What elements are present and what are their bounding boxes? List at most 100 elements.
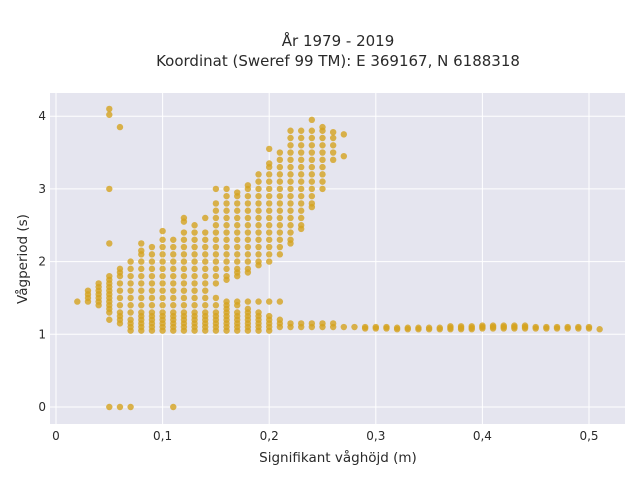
data-point (212, 265, 220, 273)
data-point (308, 178, 316, 185)
data-point (223, 214, 230, 222)
data-point (511, 322, 518, 329)
data-point (202, 265, 209, 273)
data-point (234, 258, 241, 265)
data-point (276, 200, 284, 207)
data-point (319, 320, 326, 327)
y-tick-label: 1 (38, 327, 46, 341)
data-point (148, 243, 156, 251)
data-point (297, 142, 305, 149)
data-point (159, 287, 166, 294)
data-point (159, 272, 166, 280)
data-point (106, 316, 113, 323)
data-point (170, 287, 177, 294)
data-point (223, 185, 230, 193)
data-point (170, 280, 177, 287)
data-point (212, 258, 220, 265)
data-point (202, 258, 209, 265)
x-tick-label: 0,1 (153, 429, 172, 443)
data-point (468, 323, 475, 330)
data-point (340, 152, 348, 160)
data-point (138, 294, 145, 302)
data-point (575, 323, 582, 331)
data-point (308, 142, 316, 149)
data-point (276, 163, 284, 171)
data-point (319, 178, 326, 185)
data-point (159, 265, 166, 273)
data-point (297, 185, 305, 193)
y-tick-label: 2 (38, 255, 46, 269)
data-point (266, 258, 273, 265)
data-point (266, 200, 273, 207)
data-point (148, 302, 156, 309)
data-point (297, 163, 305, 171)
data-point (191, 294, 198, 302)
data-point (127, 265, 134, 273)
data-point (266, 192, 273, 200)
data-point (159, 236, 166, 243)
data-point (244, 258, 252, 265)
data-point (276, 229, 284, 236)
x-axis-ticks: 0 0,1 0,2 0,3 0,4 0,5 (52, 429, 598, 443)
data-point (244, 214, 252, 222)
data-point (202, 214, 209, 222)
data-point (255, 214, 262, 222)
data-point (180, 272, 188, 280)
data-point (234, 229, 241, 236)
data-point (170, 294, 177, 302)
data-point (255, 258, 262, 265)
data-point (116, 294, 124, 302)
data-point (319, 156, 326, 164)
data-point (116, 123, 124, 131)
data-point (212, 302, 220, 309)
data-point (180, 236, 188, 243)
data-point (244, 243, 252, 251)
data-point (479, 322, 486, 329)
data-point (84, 287, 92, 294)
data-point (255, 229, 262, 236)
data-point (340, 323, 348, 331)
data-point (244, 236, 252, 243)
data-point (223, 229, 230, 236)
data-point (244, 305, 252, 313)
data-point (244, 200, 252, 207)
data-point (223, 298, 230, 305)
data-point (287, 214, 294, 222)
data-point (276, 298, 284, 305)
data-point (287, 163, 294, 171)
chart-title-line-2: Koordinat (Sweref 99 TM): E 369167, N 61… (156, 52, 520, 70)
data-point (191, 302, 198, 309)
data-point (106, 403, 113, 411)
data-point (234, 309, 241, 316)
data-point (116, 302, 124, 309)
data-point (297, 149, 305, 156)
data-point (287, 171, 294, 178)
data-point (234, 251, 241, 258)
data-point (266, 178, 273, 185)
data-point (212, 185, 220, 193)
data-point (287, 142, 294, 149)
data-point (308, 149, 316, 156)
data-point (116, 280, 124, 287)
data-point (138, 258, 145, 265)
data-point (223, 258, 230, 265)
data-point (212, 207, 220, 214)
data-point (159, 258, 166, 265)
data-point (159, 227, 166, 235)
data-point (191, 280, 198, 287)
data-point (74, 298, 81, 305)
data-point (223, 272, 230, 280)
data-point (170, 272, 177, 280)
data-point (159, 294, 166, 302)
data-point (276, 243, 284, 251)
data-point (223, 251, 230, 258)
data-point (543, 323, 550, 331)
data-point (404, 324, 411, 331)
data-point (180, 243, 188, 251)
data-point (297, 192, 305, 200)
data-point (276, 214, 284, 222)
data-point (266, 236, 273, 243)
data-point (191, 258, 198, 265)
data-point (180, 309, 188, 316)
data-point (255, 178, 262, 185)
